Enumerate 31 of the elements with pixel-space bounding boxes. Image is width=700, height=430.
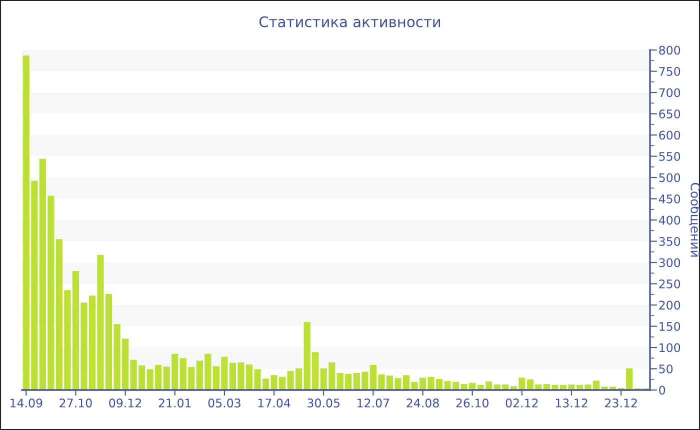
y-tick-label: 550 xyxy=(659,152,680,161)
x-tick-label: 02.12 xyxy=(506,398,538,408)
chart-title: Статистика активности xyxy=(259,16,440,28)
y-tick-label: 300 xyxy=(659,258,680,268)
y-tick-label: 500 xyxy=(659,173,680,182)
y-tick-label: 100 xyxy=(660,343,680,352)
y-tick-label: 250 xyxy=(659,279,680,288)
y-tick-label: 150 xyxy=(660,322,680,331)
x-tick-label: 23.12 xyxy=(605,398,637,408)
y-tick-label: 600 xyxy=(659,130,680,140)
y-tick-label: 650 xyxy=(659,109,680,118)
y-tick-label: 0 xyxy=(659,386,666,395)
y-tick-label: 200 xyxy=(659,300,680,310)
y-tick-label: 700 xyxy=(659,88,680,98)
x-tick-label: 27.10 xyxy=(60,398,92,408)
x-tick-label: 12.07 xyxy=(358,398,390,408)
x-tick-label: 13.12 xyxy=(556,398,588,408)
x-tick-label: 30.05 xyxy=(308,398,340,408)
x-tick-label: 09.12 xyxy=(109,398,142,408)
y-tick-label: 50 xyxy=(659,364,673,374)
x-tick-label: 26.10 xyxy=(456,398,488,408)
y-tick-label: 350 xyxy=(659,236,680,246)
x-tick-label: 17.04 xyxy=(258,398,290,408)
y-tick-label: 450 xyxy=(658,194,680,204)
y-tick-label: 400 xyxy=(658,216,680,225)
y-tick-label: 750 xyxy=(659,66,680,76)
x-tick-label: 14.09 xyxy=(10,398,42,408)
x-tick-label: 21.01 xyxy=(158,398,191,408)
x-tick-label: 24.08 xyxy=(406,398,439,408)
y-tick-label: 800 xyxy=(659,46,680,55)
x-tick-label: 05.03 xyxy=(208,398,240,408)
